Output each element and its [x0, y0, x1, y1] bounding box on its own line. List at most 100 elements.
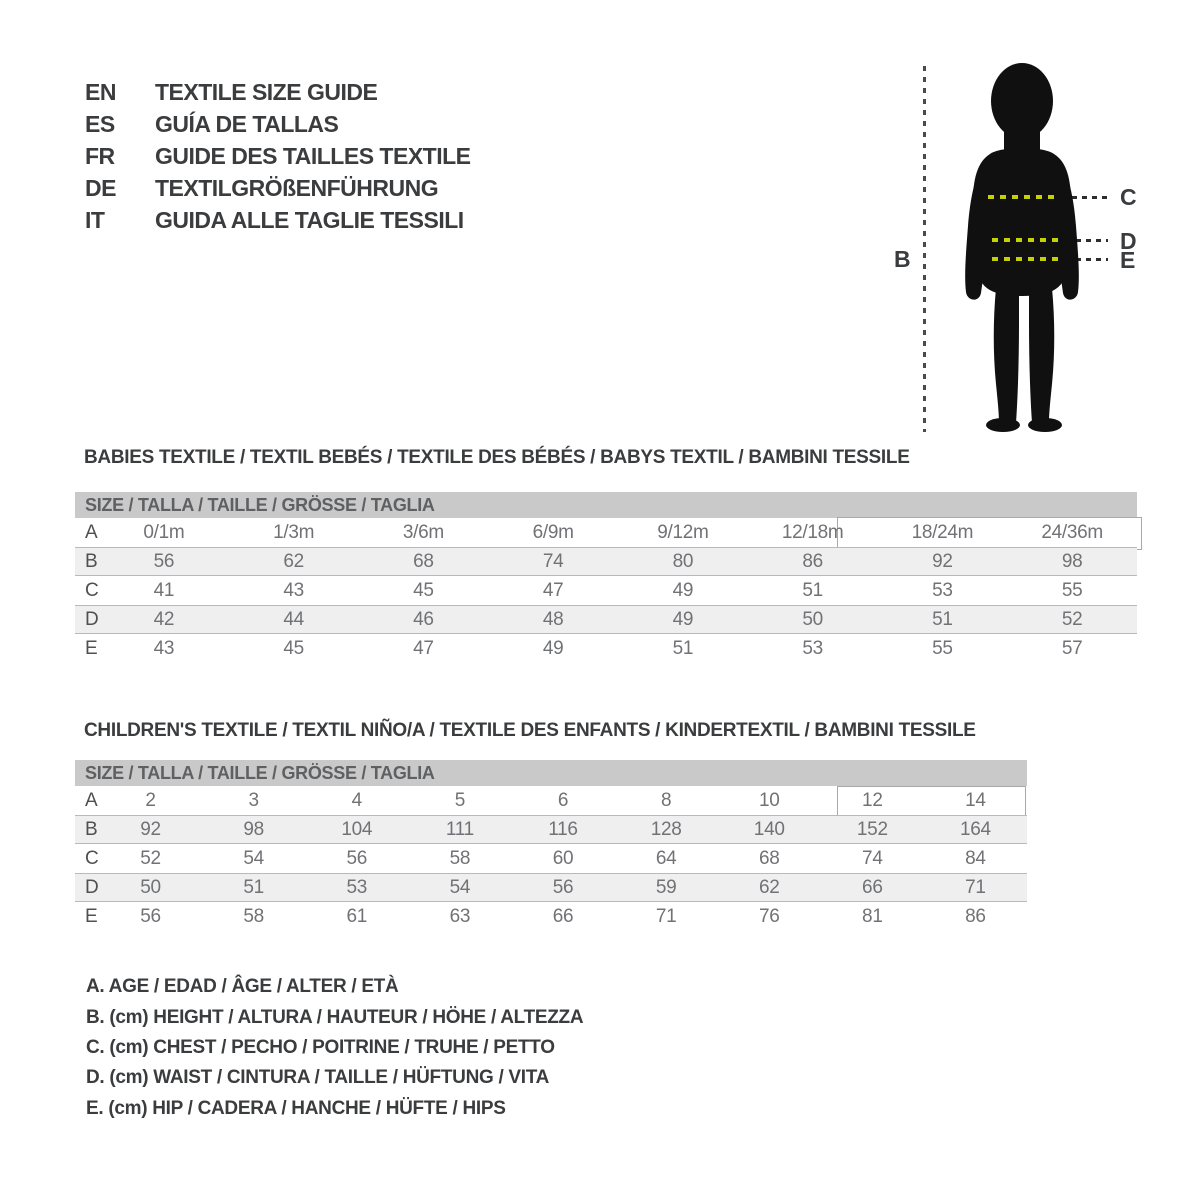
size-cell: 46	[413, 608, 434, 630]
size-cell: 42	[153, 608, 175, 630]
size-cell: 92	[140, 818, 161, 840]
legend-line-hip: E. (cm) HIP / CADERA / HANCHE / HÜFTE / …	[86, 1097, 506, 1119]
language-title: TEXTILGRÖßENFÜHRUNG	[155, 174, 439, 201]
table-row: C 52 54 56 58 60 64 68 74 84	[75, 844, 1027, 873]
size-cell: 14	[965, 789, 986, 811]
size-cell: 62	[758, 876, 780, 898]
row-label: D	[85, 876, 99, 898]
row-label: A	[85, 521, 98, 543]
table-row: D 50 51 53 54 56 59 62 66 71	[75, 873, 1027, 902]
size-cell: 57	[1061, 637, 1083, 659]
size-cell: 76	[758, 905, 780, 927]
chest-leader-line	[1062, 196, 1108, 199]
size-cell: 128	[650, 818, 682, 840]
size-cell: 51	[802, 579, 823, 601]
size-cell: 6/9m	[532, 521, 574, 543]
size-cell: 49	[542, 637, 564, 659]
size-cell: 71	[655, 905, 677, 927]
table-row: E 56 58 61 63 66 71 76 81 86	[75, 902, 1027, 931]
chest-line-label: C	[1120, 184, 1137, 210]
size-cell: 98	[243, 818, 264, 840]
size-cell: 116	[548, 818, 578, 840]
size-cell: 18/24m	[911, 521, 974, 543]
size-cell: 53	[346, 876, 368, 898]
chest-dashed-line	[988, 195, 1056, 199]
language-code: IT	[85, 206, 105, 233]
size-cell: 52	[1061, 608, 1083, 630]
child-silhouette-icon	[965, 63, 1079, 432]
waist-line-label: D	[1120, 228, 1137, 254]
children-size-highlight-box	[837, 786, 1026, 816]
size-cell: 44	[283, 608, 304, 630]
babies-size-table: SIZE / TALLA / TAILLE / GRÖSSE / TAGLIA …	[75, 492, 1142, 663]
size-cell: 43	[283, 579, 304, 601]
row-label: A	[85, 789, 98, 811]
size-cell: 4	[351, 789, 363, 811]
size-cell: 86	[965, 905, 986, 927]
table-row: B 56 62 68 74 80 86 92 98	[75, 547, 1137, 576]
language-row: FR GUIDE DES TAILLES TEXTILE	[85, 140, 471, 172]
measurement-legend: A. AGE / EDAD / ÂGE / ALTER / ETÀ B. (cm…	[86, 972, 584, 1124]
row-label: C	[85, 579, 99, 601]
size-cell: 63	[449, 905, 471, 927]
size-cell: 51	[243, 876, 264, 898]
language-title: GUÍA DE TALLAS	[155, 110, 339, 137]
language-code: FR	[85, 142, 115, 169]
row-label: E	[85, 905, 98, 927]
size-cell: 6	[557, 789, 569, 811]
height-line-label: B	[894, 246, 911, 272]
size-cell: 62	[283, 550, 304, 572]
language-code: ES	[85, 110, 115, 137]
table-row: E 43 45 47 49 51 53 55 57	[75, 634, 1137, 663]
size-cell: 60	[552, 847, 574, 869]
size-cell: 92	[932, 550, 953, 572]
size-cell: 140	[753, 818, 785, 840]
size-cell: 51	[672, 637, 694, 659]
size-cell: 64	[655, 847, 677, 869]
size-cell: 104	[341, 818, 373, 840]
children-size-table: SIZE / TALLA / TAILLE / GRÖSSE / TAGLIA …	[75, 760, 1027, 931]
legend-line-waist: D. (cm) WAIST / CINTURA / TAILLE / HÜFTU…	[86, 1067, 550, 1089]
table-row: B 92 98 104 111 116 128 140 152 164	[75, 815, 1027, 844]
size-cell: 9/12m	[657, 521, 709, 543]
hip-line-label: E	[1120, 247, 1135, 273]
size-cell: 74	[542, 550, 564, 572]
hip-dashed-line	[992, 257, 1062, 261]
table-row: A 0/1m 1/3m 3/6m 6/9m 9/12m 12/18m 18/24m 24/36m	[75, 518, 1137, 547]
language-row: ES GUÍA DE TALLAS	[85, 108, 471, 140]
size-cell: 52	[140, 847, 161, 869]
row-label: C	[85, 847, 99, 869]
size-cell: 56	[140, 905, 161, 927]
language-title: GUIDA ALLE TAGLIE TESSILI	[155, 206, 464, 233]
row-label: B	[85, 550, 98, 572]
size-cell: 0/1m	[143, 521, 185, 543]
language-row: EN TEXTILE SIZE GUIDE	[85, 76, 471, 108]
size-cell: 58	[449, 847, 471, 869]
babies-section-heading: BABIES TEXTILE / TEXTIL BEBÉS / TEXTILE …	[84, 447, 910, 468]
size-cell: 98	[1061, 550, 1083, 572]
table-row: C 41 43 45 47 49 51 53 55	[75, 576, 1137, 605]
size-cell: 55	[932, 637, 953, 659]
size-cell: 45	[413, 579, 434, 601]
size-cell: 3	[248, 789, 260, 811]
size-cell: 12/18m	[781, 521, 844, 543]
size-cell: 51	[932, 608, 953, 630]
size-cell: 1/3m	[273, 521, 315, 543]
legend-line-height: B. (cm) HEIGHT / ALTURA / HAUTEUR / HÖHE…	[86, 1006, 584, 1028]
size-cell: 56	[153, 550, 175, 572]
size-cell: 43	[153, 637, 175, 659]
size-cell: 3/6m	[402, 521, 444, 543]
size-cell: 68	[413, 550, 434, 572]
size-cell: 49	[672, 579, 694, 601]
table-row: A 2 3 4 5 6 8 10 12 14	[75, 786, 1027, 815]
legend-line-age: A. AGE / EDAD / ÂGE / ALTER / ETÀ	[86, 976, 399, 998]
size-cell: 86	[802, 550, 823, 572]
babies-table-rows: A 0/1m 1/3m 3/6m 6/9m 9/12m 12/18m 18/24m 24/36m…	[75, 518, 1137, 663]
table-row: D 42 44 46 48 49 50 51 52	[75, 605, 1137, 634]
legend-line-chest: C. (cm) CHEST / PECHO / POITRINE / TRUHE…	[86, 1036, 555, 1058]
children-section-heading: CHILDREN'S TEXTILE / TEXTIL NIÑO/A / TEX…	[84, 720, 976, 741]
waist-dashed-line	[992, 238, 1058, 242]
size-cell: 41	[153, 579, 175, 601]
size-cell: 54	[449, 876, 471, 898]
